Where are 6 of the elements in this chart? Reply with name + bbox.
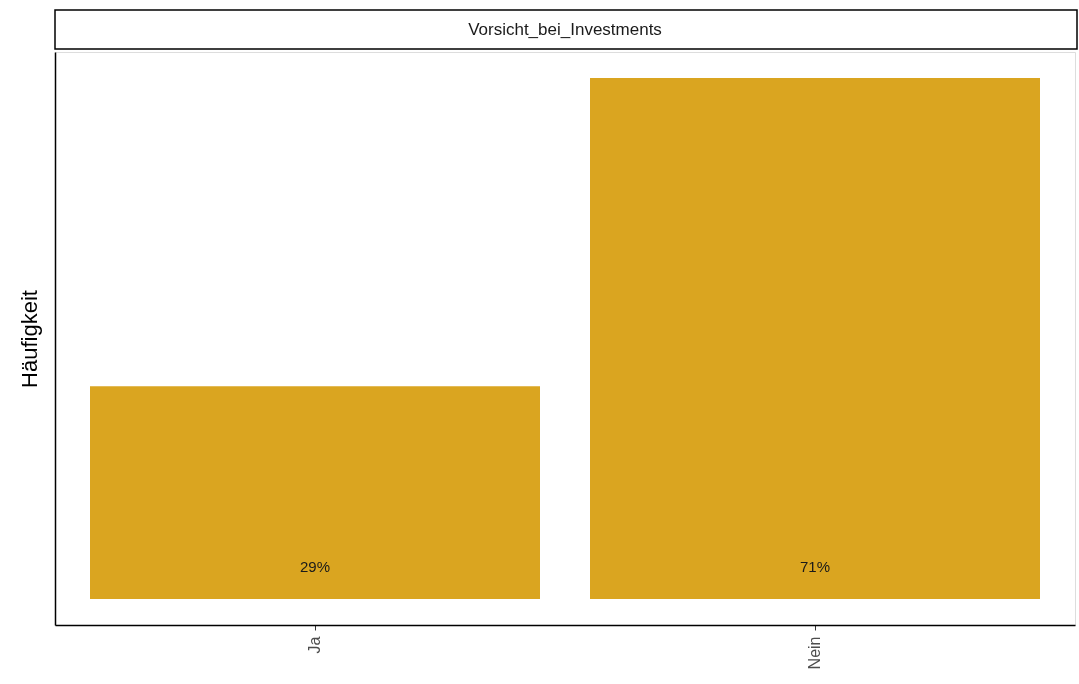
x-tick-label: Ja xyxy=(306,636,323,654)
x-tick-label: Nein xyxy=(806,636,823,670)
data-label: 29% xyxy=(299,557,331,575)
y-axis-title: Häufigkeit xyxy=(16,290,42,388)
data-label: 71% xyxy=(799,557,831,575)
chart-title: Vorsicht_bei_Investments xyxy=(468,20,662,39)
